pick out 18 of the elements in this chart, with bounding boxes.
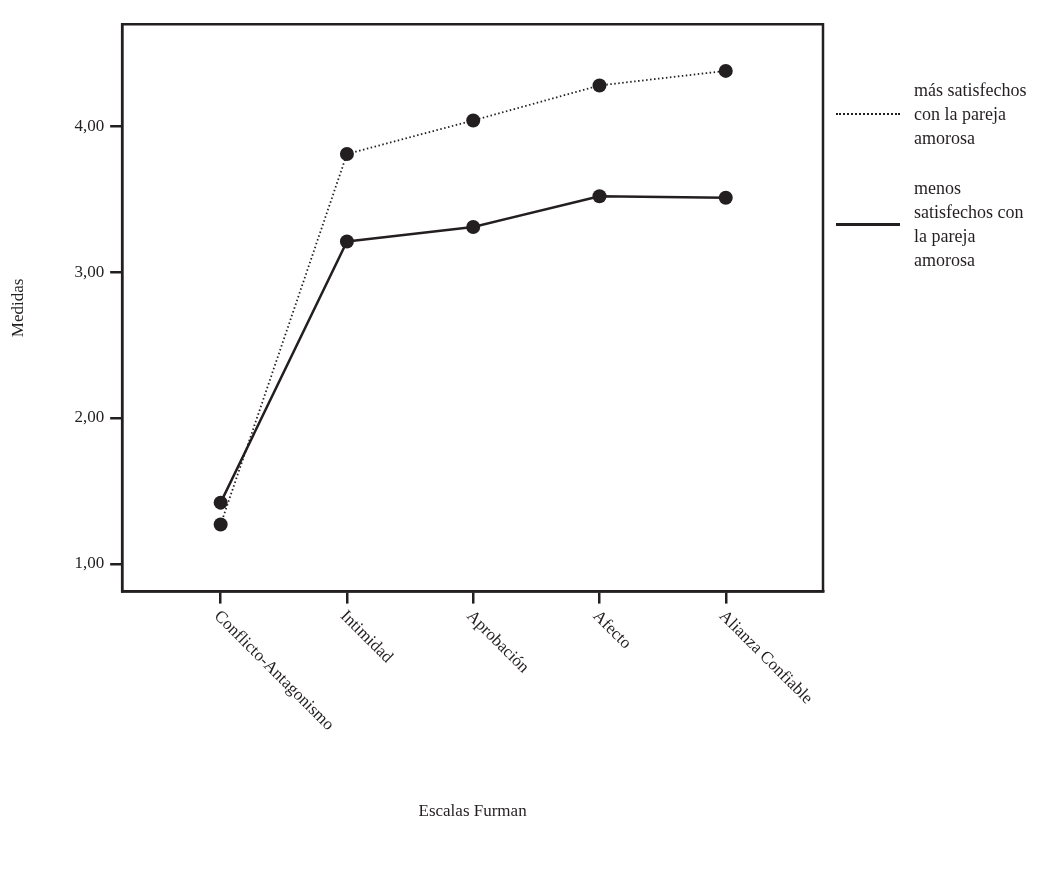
point xyxy=(718,63,733,78)
legend-label: más satisfechos con la pareja amorosa xyxy=(914,79,1028,150)
y-axis-title: Medidas xyxy=(7,278,27,338)
point xyxy=(466,113,481,128)
y-tick-label: 3,00 xyxy=(74,261,105,281)
point xyxy=(339,234,354,249)
point xyxy=(466,219,481,234)
y-tick-label: 1,00 xyxy=(74,553,105,573)
point xyxy=(718,190,733,205)
y-tick-label: 4,00 xyxy=(74,115,105,135)
point xyxy=(213,517,228,532)
x-axis-title: Escalas Furman xyxy=(418,801,528,821)
point xyxy=(592,189,607,204)
point xyxy=(592,78,607,93)
y-tick-label: 2,00 xyxy=(74,407,105,427)
point xyxy=(339,147,354,162)
legend-label: menos satisfechos con la pareja amorosa xyxy=(914,177,1025,272)
point xyxy=(213,495,228,510)
